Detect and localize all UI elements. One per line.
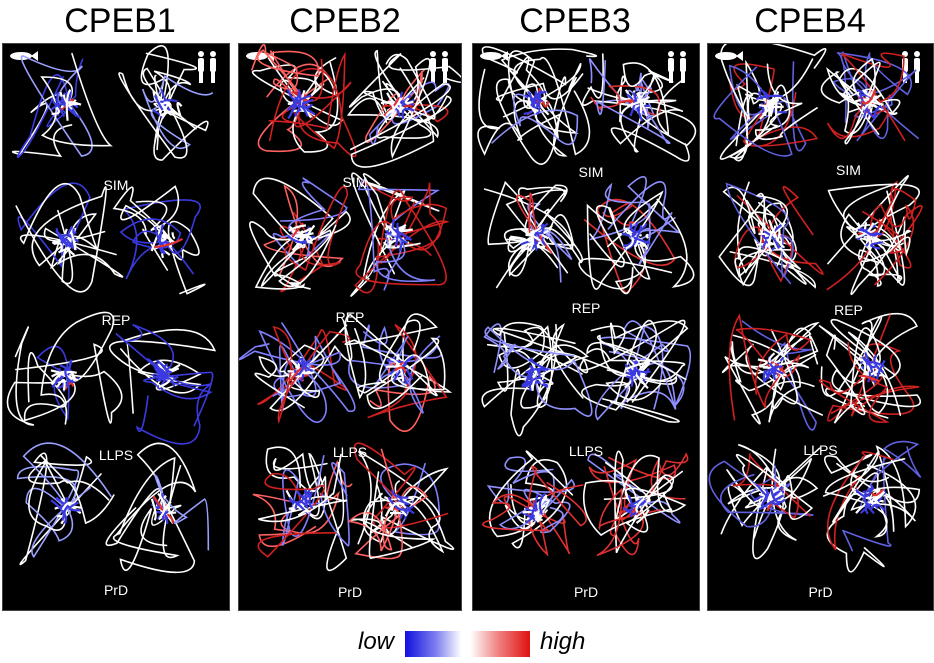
row-label-llps: LLPS	[98, 447, 134, 463]
panel-cpeb2: SIM REP LLPS PrD	[238, 43, 462, 611]
protein-structure	[481, 321, 593, 437]
row-label-prd: PrD	[337, 584, 363, 600]
row-label-llps: LLPS	[332, 444, 368, 460]
human-pair-icon	[198, 51, 216, 83]
panel-cpeb4: SIM REP LLPS PrD	[707, 43, 934, 611]
protein-structure	[347, 442, 455, 560]
panel-title-cpeb3: CPEB3	[519, 2, 631, 40]
row-label-sim: SIM	[836, 162, 861, 178]
protein-structure	[118, 44, 214, 161]
protein-structure	[477, 46, 598, 165]
protein-structure	[718, 181, 824, 289]
structure-canvas-cpeb1	[6, 44, 217, 574]
color-legend: low high	[0, 628, 934, 658]
protein-structure	[482, 450, 587, 557]
row-label-sim: SIM	[342, 174, 368, 190]
protein-structure	[16, 442, 115, 566]
protein-structure	[820, 50, 919, 145]
row-label-rep: REP	[834, 302, 863, 318]
protein-structure	[12, 52, 113, 158]
row-label-prd: PrD	[808, 584, 833, 600]
protein-structure	[721, 313, 823, 431]
legend-low-label: low	[358, 628, 395, 655]
protein-structure	[251, 44, 357, 158]
structure-canvas-cpeb3	[477, 46, 697, 557]
protein-structure	[344, 313, 453, 432]
row-label-prd: PrD	[103, 582, 129, 598]
row-label-sim: SIM	[103, 177, 129, 193]
protein-structure	[249, 177, 351, 293]
row-label-llps: LLPS	[803, 442, 838, 458]
protein-structure	[579, 319, 692, 423]
protein-structure	[581, 53, 697, 162]
protein-structure	[582, 450, 689, 557]
protein-structure	[826, 175, 923, 296]
panel-cpeb1: SIM REP LLPS PrD	[2, 43, 230, 611]
row-label-prd: PrD	[573, 584, 599, 600]
protein-structure	[713, 44, 827, 162]
row-label-sim: SIM	[578, 164, 604, 180]
protein-structure	[818, 312, 922, 424]
protein-structure	[483, 181, 584, 289]
protein-structure	[708, 443, 821, 560]
protein-structure	[112, 185, 206, 295]
panel-title-cpeb2: CPEB2	[289, 2, 401, 40]
structure-canvas-cpeb4	[708, 44, 923, 573]
legend-high-label: high	[540, 628, 586, 655]
panel-title-cpeb1: CPEB1	[64, 2, 176, 40]
protein-structure	[350, 172, 450, 297]
human-pair-icon	[668, 51, 686, 83]
protein-structure	[239, 320, 356, 424]
protein-structure	[15, 182, 124, 293]
panel-title-cpeb4: CPEB4	[754, 2, 866, 40]
row-label-rep: REP	[101, 312, 131, 328]
protein-structure	[6, 311, 123, 426]
protein-structure	[252, 446, 353, 571]
legend-gradient-bar	[405, 631, 530, 657]
protein-structure	[578, 176, 695, 295]
protein-structure	[105, 442, 210, 574]
row-label-rep: REP	[571, 300, 601, 316]
panel-cpeb3: SIM REP LLPS PrD	[472, 43, 700, 611]
protein-structure	[346, 49, 461, 168]
row-label-rep: REP	[335, 309, 365, 325]
fish-icon	[715, 51, 743, 61]
row-label-llps: LLPS	[568, 443, 604, 459]
structure-canvas-cpeb2	[239, 44, 461, 571]
protein-structure	[822, 440, 922, 573]
protein-structure	[109, 323, 217, 445]
